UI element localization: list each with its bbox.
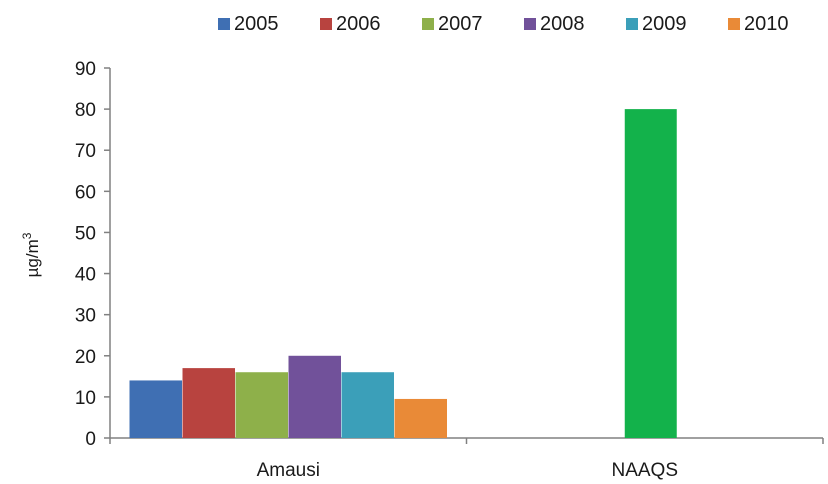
legend-swatch (728, 18, 740, 30)
legend-label: 2008 (540, 13, 585, 35)
bar-2008-amausi (288, 355, 341, 438)
y-axis-title-base: µg/m (23, 239, 42, 277)
legend-swatch (218, 18, 230, 30)
legend-swatch (320, 18, 332, 30)
y-tick-label: 50 (75, 223, 96, 244)
y-tick-label: 80 (75, 100, 96, 121)
x-category-label: Amausi (257, 460, 320, 481)
bar-2006-amausi (182, 368, 235, 438)
legend: 2005 2006 2007 2008 2009 2010 (218, 13, 789, 35)
legend-label: 2006 (336, 13, 381, 35)
y-axis-title: µg/m3 (20, 232, 42, 277)
y-tick-label: 70 (75, 141, 96, 162)
y-tick-label: 60 (75, 182, 96, 203)
y-tick-label: 30 (75, 306, 96, 327)
legend-swatch (524, 18, 536, 30)
bar-naaqs (624, 109, 677, 438)
legend-label: 2007 (438, 13, 483, 35)
x-axis: Amausi NAAQS (109, 437, 824, 481)
legend-swatch (422, 18, 434, 30)
bar-2005-amausi (129, 380, 182, 438)
y-tick-label: 0 (85, 429, 96, 450)
y-tick-label: 10 (75, 388, 96, 409)
legend-swatch (626, 18, 638, 30)
bar-2010-amausi (394, 398, 447, 438)
y-tick-label: 20 (75, 347, 96, 368)
y-tick-label: 90 (75, 59, 96, 80)
y-tick-label: 40 (75, 265, 96, 286)
y-axis: µg/m3 0 10 20 30 40 50 60 70 80 90 (20, 59, 111, 450)
bar-2007-amausi (235, 372, 288, 438)
bar-2009-amausi (341, 372, 394, 438)
legend-label: 2009 (642, 13, 687, 35)
y-axis-title-sup: 3 (20, 232, 34, 239)
bars (129, 109, 677, 438)
x-category-label: NAAQS (611, 460, 678, 481)
legend-label: 2005 (234, 13, 279, 35)
legend-label: 2010 (744, 13, 789, 35)
